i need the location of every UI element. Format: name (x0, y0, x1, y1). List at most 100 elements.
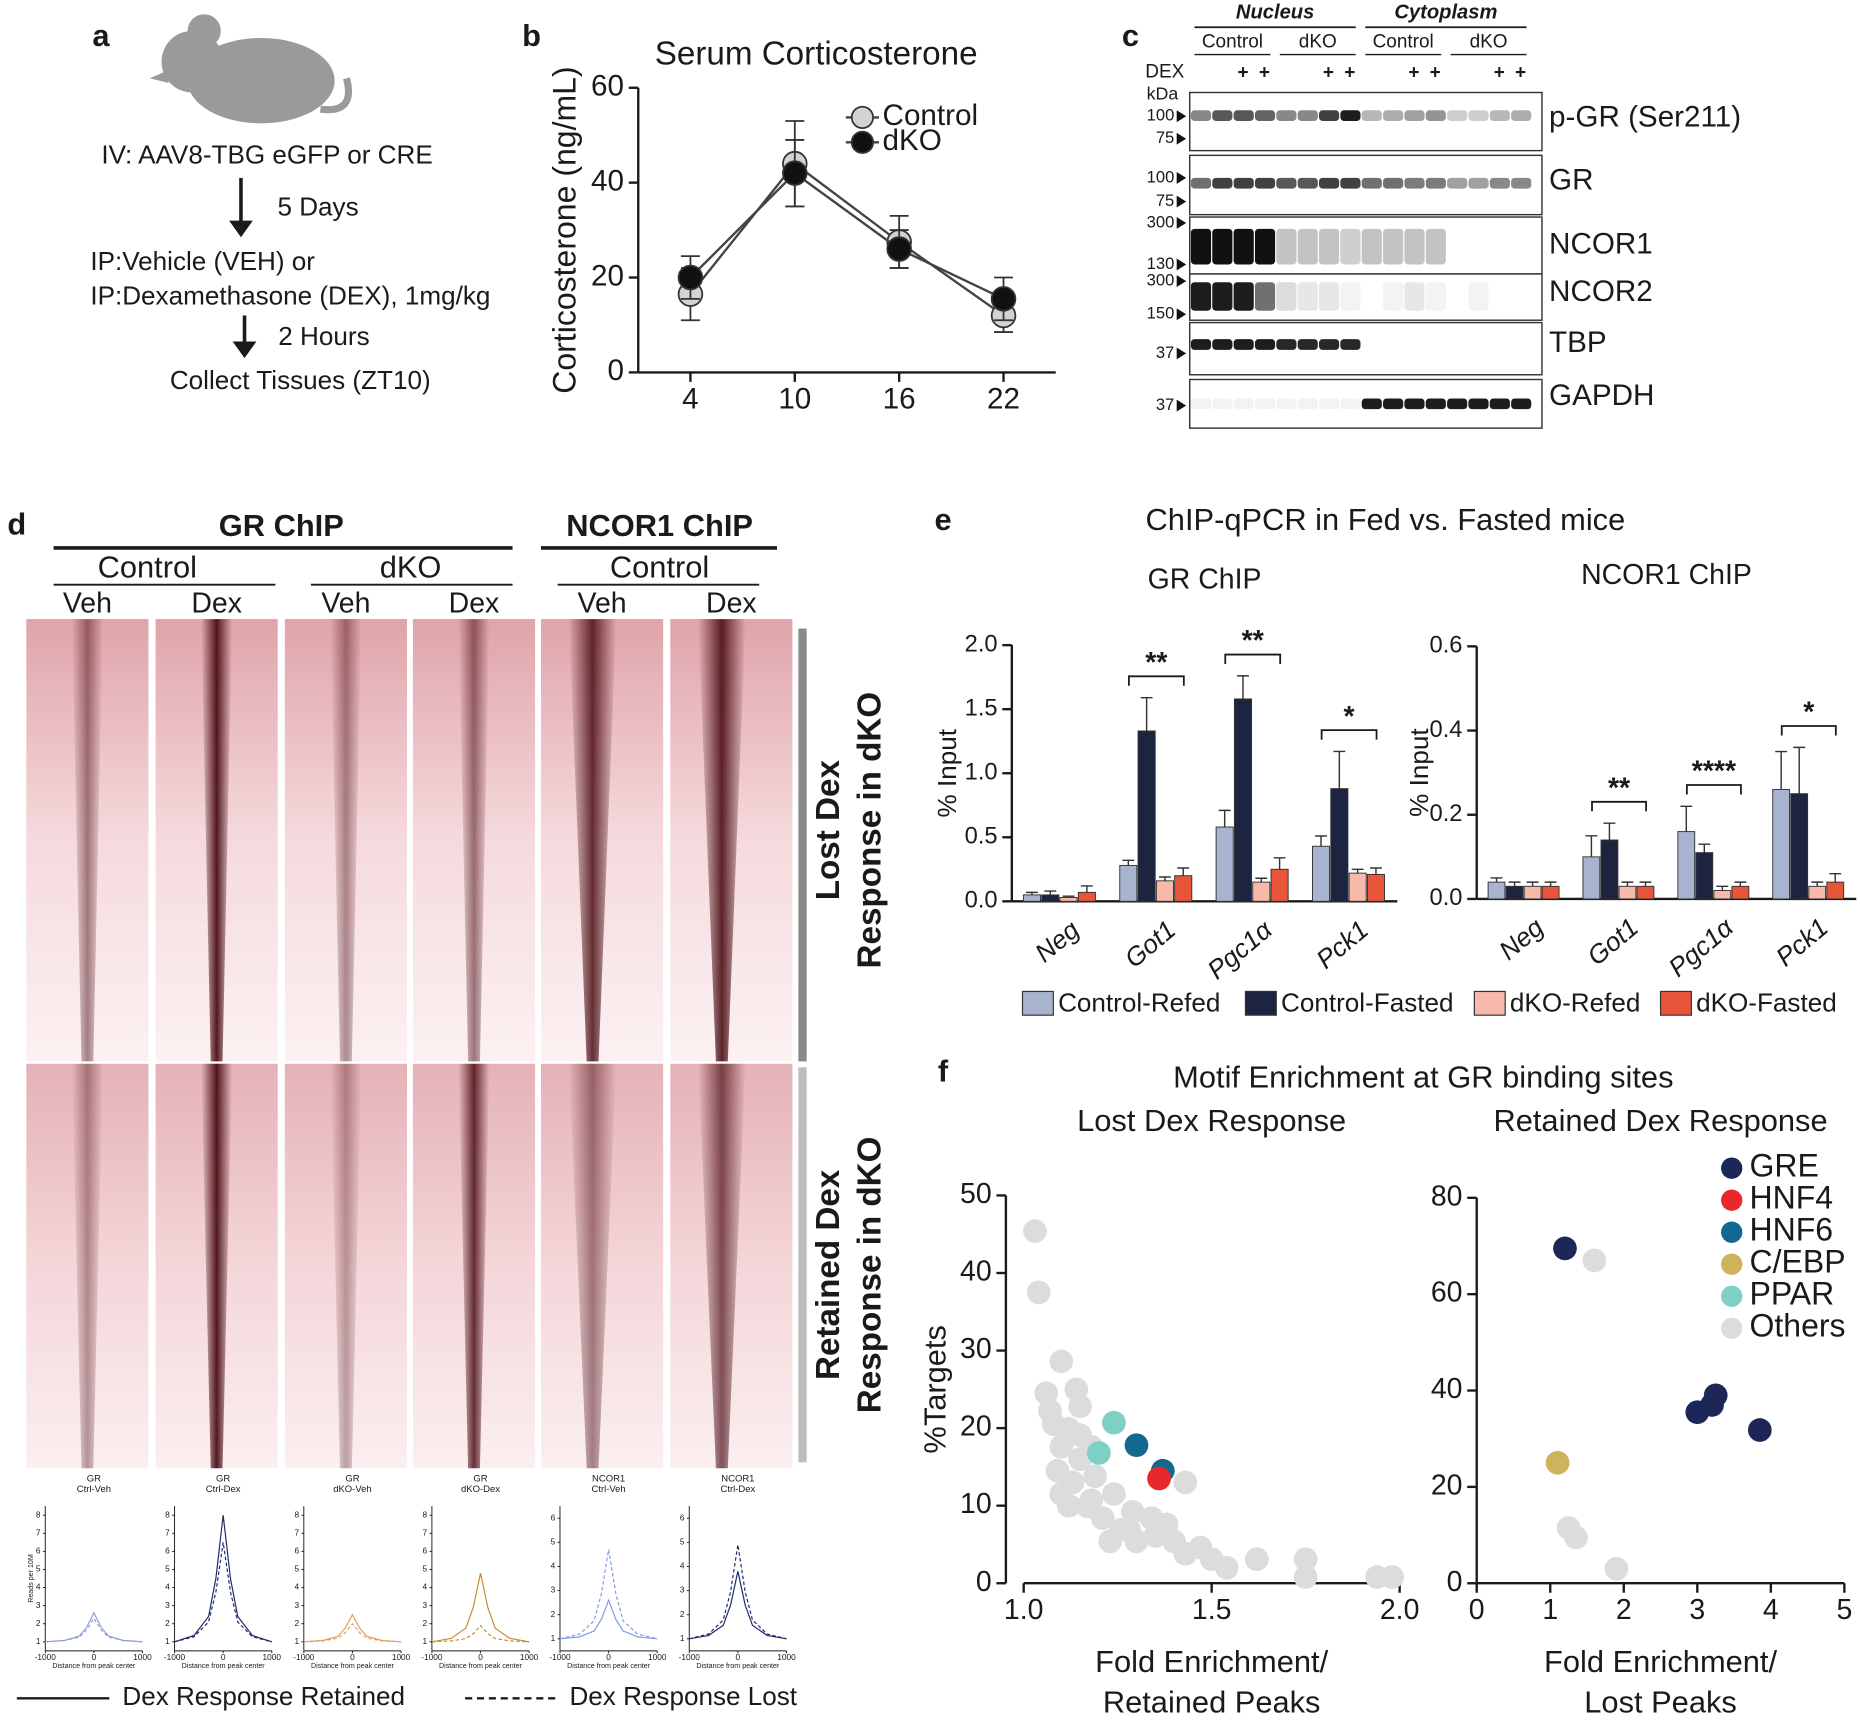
blot-band (1361, 228, 1382, 265)
blot-band (1468, 398, 1489, 410)
blot-band (1383, 398, 1404, 410)
y-axis-label: % Input (1404, 728, 1434, 817)
legend-label: Control (883, 99, 979, 132)
y-tick-label: 3 (680, 1585, 685, 1595)
panel-label: c (1122, 18, 1139, 53)
blot-band (1404, 282, 1425, 311)
x-tick-label: 1.5 (1192, 1594, 1232, 1626)
heatmap-signal (201, 1063, 233, 1469)
series-line (303, 1622, 402, 1643)
heatmap-signal (458, 619, 490, 1062)
x-tick-label: 1.0 (1004, 1594, 1044, 1626)
chart-subtitle: Ctrl-Dex (206, 1484, 241, 1495)
x-tick-label: Pgc1α (1663, 911, 1740, 982)
significance-label: ** (1242, 625, 1265, 657)
data-point (1747, 1418, 1772, 1442)
blot-band (1404, 398, 1425, 410)
x-tick-label: Got1 (1119, 914, 1182, 973)
y-tick-label: 3 (294, 1600, 299, 1610)
schematic-step: IP:Vehicle (VEH) or (90, 246, 315, 276)
y-tick-label: 0 (976, 1566, 992, 1598)
heatmap-treatment: Veh (578, 587, 627, 619)
x-tick-label: Pck1 (1770, 912, 1834, 972)
chart-subtitle: Ctrl-Dex (721, 1484, 756, 1495)
y-tick-label: 3 (165, 1600, 170, 1610)
blot-band (1212, 228, 1233, 265)
blot-band (1383, 228, 1404, 265)
bar (1174, 875, 1193, 902)
bar (1582, 856, 1601, 900)
chart-title: GR (216, 1473, 230, 1484)
chart-subtitle: dKO-Veh (333, 1484, 371, 1495)
bar (1600, 839, 1619, 900)
heatmap-treatment: Veh (63, 587, 112, 619)
y-tick-label: 5 (680, 1537, 685, 1547)
significance-bracket (1685, 784, 1742, 795)
heatmap-genotype: Control (98, 549, 197, 584)
bar (1137, 730, 1156, 902)
error-bar (1370, 867, 1382, 875)
bar (1636, 885, 1655, 900)
y-tick-label: 20 (591, 259, 624, 292)
x-tick-label: 1000 (392, 1652, 411, 1662)
profile-legend-label: Dex Response Retained (122, 1681, 405, 1711)
blot-band (1404, 228, 1425, 265)
data-point (1083, 1464, 1107, 1489)
x-tick-label: 0 (1469, 1594, 1485, 1626)
y-tick-label: 3 (551, 1585, 556, 1595)
error-bar (1255, 877, 1268, 883)
blot-protein: NCOR2 (1549, 275, 1653, 308)
bar (1826, 881, 1845, 900)
blot-band (1340, 177, 1361, 189)
blot-band (1190, 282, 1212, 311)
y-tick-label: 1.5 (965, 695, 998, 721)
y-tick-label: 80 (1431, 1180, 1463, 1212)
heatmap-signal (71, 619, 103, 1062)
blot-band (1212, 339, 1233, 350)
series-line (559, 1549, 658, 1640)
bar (1790, 793, 1809, 900)
error-bar (1508, 881, 1521, 887)
y-tick-label: 1 (551, 1633, 556, 1643)
blot-marker-arrow (1176, 217, 1187, 229)
legend-label: C/EBP (1749, 1244, 1845, 1280)
blot-marker: 150 (1147, 304, 1175, 323)
x-tick-label: 16 (883, 383, 916, 416)
error-bar (1603, 822, 1616, 841)
schematic-arrow-label: 2 Hours (278, 321, 369, 351)
legend-marker (1721, 1189, 1743, 1211)
blot-band (1254, 110, 1276, 121)
x-tick-label: Neg (1493, 912, 1549, 966)
bar (1713, 890, 1732, 900)
cluster-bar (798, 628, 807, 1062)
data-point (1117, 1517, 1141, 1542)
x-axis-label: Lost Peaks (1584, 1684, 1737, 1719)
schematic-step: IV: AAV8-TBG eGFP or CRE (101, 139, 432, 169)
bar (1233, 698, 1253, 902)
blot-band (1318, 339, 1340, 350)
blot-kda-label: kDa (1147, 84, 1179, 104)
y-tick-label: 20 (1431, 1469, 1463, 1501)
blot-band (1318, 398, 1340, 410)
blot-band (1468, 282, 1489, 311)
y-tick-label: 0.2 (1430, 801, 1463, 827)
blot-band (1511, 110, 1532, 121)
data-point (1102, 1482, 1126, 1506)
x-axis-label: Distance from peak center (182, 1662, 266, 1670)
blot-marker: 75 (1156, 191, 1174, 210)
x-tick-label: 0 (606, 1652, 611, 1662)
chart-subtitle: Ctrl-Veh (77, 1484, 111, 1495)
y-tick-label: 7 (36, 1527, 41, 1537)
data-point (1120, 1500, 1145, 1524)
blot-marker-arrow (1176, 171, 1187, 184)
blot-protein: TBP (1549, 326, 1607, 359)
blot-marker-arrow (1176, 258, 1187, 271)
blot-band (1276, 398, 1297, 410)
error-bar (1177, 867, 1190, 876)
heatmap-signal (201, 619, 233, 1062)
blot-genotype: dKO (1470, 32, 1508, 53)
blot-dex-mark: + (1408, 63, 1419, 84)
bar (1731, 885, 1750, 900)
data-point (1124, 1433, 1149, 1458)
